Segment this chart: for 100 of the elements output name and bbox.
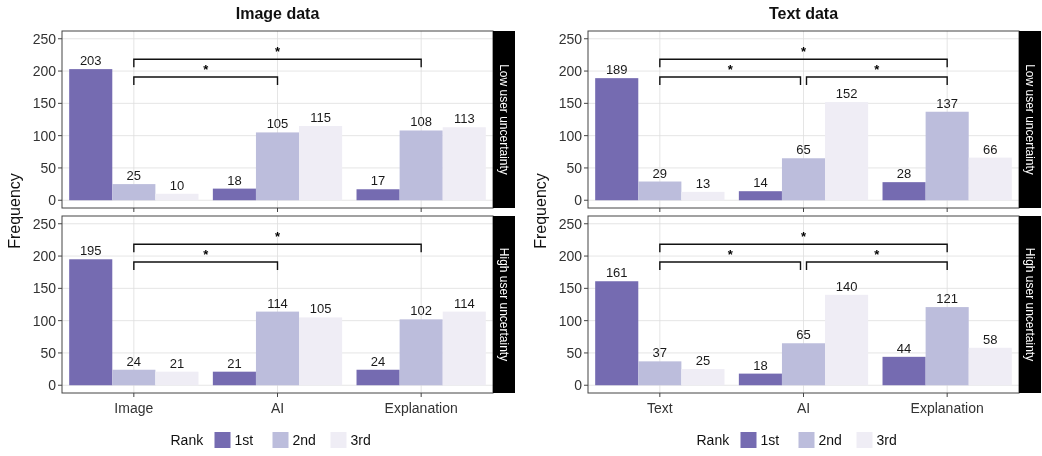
data-label: 195 (79, 243, 102, 259)
legend-title: Rank (170, 431, 205, 448)
chart-title: Image data (235, 5, 320, 22)
data-label: 65 (796, 327, 811, 343)
bar (638, 181, 682, 201)
bar (738, 191, 782, 201)
bar (69, 69, 113, 201)
bar (738, 373, 782, 386)
bar (112, 184, 156, 201)
bar (968, 347, 1012, 386)
y-tick-label: 100 (32, 127, 57, 144)
data-label: 114 (267, 295, 288, 311)
y-axis-title: Frequency (6, 173, 23, 249)
y-tick-label: 250 (558, 30, 583, 47)
bar (212, 371, 256, 386)
y-tick-label: 100 (558, 127, 583, 144)
legend-label: 1st (760, 431, 780, 448)
bar (595, 78, 639, 201)
bar (781, 343, 826, 386)
x-tick-label: Explanation (910, 400, 984, 416)
y-tick-label: 50 (566, 159, 583, 176)
text: High user uncertainty (1022, 247, 1037, 362)
chart-title: Text data (768, 5, 839, 22)
bar (882, 356, 926, 386)
bar (825, 294, 869, 386)
y-tick-label: 0 (574, 377, 583, 394)
data-label: 115 (310, 109, 331, 125)
annotation: * (203, 62, 210, 78)
bar (112, 369, 156, 386)
data-label: 14 (753, 175, 768, 191)
data-label: 203 (79, 53, 102, 69)
y-axis-title: Frequency (532, 173, 549, 249)
bar (968, 157, 1012, 201)
y-tick-label: 0 (48, 192, 57, 209)
y-tick-label: 250 (32, 30, 57, 47)
y-tick-label: 50 (40, 344, 57, 361)
x-tick-label: Text (646, 400, 673, 416)
bar (299, 125, 343, 201)
bar (212, 188, 256, 201)
y-tick-label: 150 (32, 95, 57, 112)
data-label: 189 (605, 62, 628, 78)
y-tick-label: 0 (574, 192, 583, 209)
bar (399, 319, 443, 386)
bar (595, 281, 639, 386)
annotation: * (800, 44, 807, 60)
bar (299, 317, 343, 386)
y-tick-label: 50 (40, 159, 57, 176)
annotation: * (874, 247, 881, 263)
data-label: 10 (169, 177, 185, 193)
bar (155, 193, 199, 201)
x-tick-label: AI (796, 400, 811, 416)
legend-label: 3rd (350, 431, 371, 448)
bar (681, 369, 725, 386)
bar (781, 158, 826, 201)
annotation: * (800, 229, 807, 245)
data-label: 161 (605, 265, 628, 281)
y-tick-label: 150 (558, 95, 583, 112)
bar (356, 369, 400, 386)
legend-label: 2nd (818, 431, 842, 448)
bar (155, 371, 199, 386)
data-label: 58 (983, 331, 998, 347)
text: High user uncertainty (496, 247, 511, 362)
y-tick-label: 100 (32, 312, 57, 329)
y-tick-label: 200 (32, 62, 57, 79)
y-tick-label: 150 (558, 280, 583, 297)
data-label: 17 (370, 173, 386, 189)
data-label: 28 (896, 166, 912, 182)
bar (442, 311, 486, 386)
data-label: 140 (835, 278, 858, 294)
annotation: * (274, 229, 281, 245)
bar (442, 127, 486, 201)
data-label: 37 (652, 345, 668, 361)
data-label: 29 (652, 165, 668, 181)
y-tick-label: 250 (32, 215, 57, 232)
annotation: * (203, 247, 210, 263)
legend-label: 1st (234, 431, 254, 448)
bar (255, 132, 300, 201)
bar (825, 102, 869, 201)
bar (399, 130, 443, 201)
data-label: 152 (835, 86, 858, 102)
data-label: 21 (227, 355, 242, 371)
bar (925, 307, 969, 386)
y-tick-label: 100 (558, 312, 583, 329)
data-label: 114 (453, 295, 475, 311)
data-label: 25 (695, 353, 711, 369)
x-tick-label: AI (270, 400, 285, 416)
data-label: 65 (796, 142, 811, 158)
annotation: * (727, 62, 734, 78)
data-label: 18 (227, 172, 242, 188)
data-label: 137 (936, 95, 959, 111)
data-label: 24 (126, 353, 142, 369)
annotation: * (274, 44, 281, 60)
x-tick-label: Explanation (384, 400, 458, 416)
data-label: 44 (896, 340, 912, 356)
y-tick-label: 250 (558, 215, 583, 232)
text: Low user uncertainty (496, 64, 511, 175)
bar (356, 189, 400, 201)
data-label: 24 (370, 353, 386, 369)
y-tick-label: 50 (566, 344, 583, 361)
data-label: 113 (453, 111, 475, 127)
